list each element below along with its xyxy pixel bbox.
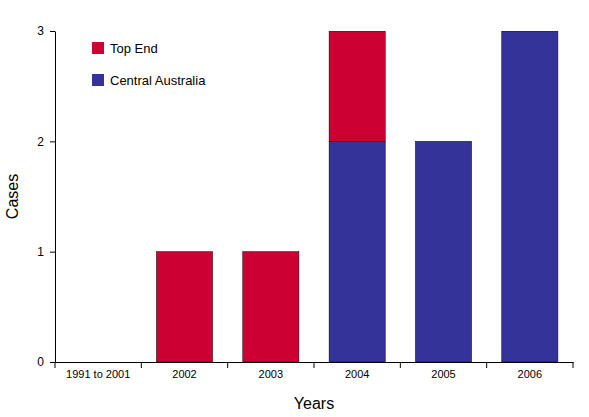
x-separator <box>573 362 574 368</box>
y-tick-label: 1 <box>37 245 44 259</box>
x-separator <box>486 362 487 368</box>
y-tick-label: 0 <box>37 355 44 369</box>
x-tick: 2004 <box>345 362 369 380</box>
x-tick: 2002 <box>172 362 196 380</box>
bar <box>70 362 126 363</box>
bar <box>70 362 126 363</box>
x-separator <box>141 362 142 368</box>
x-tick: 2005 <box>431 362 455 380</box>
y-axis: 0 1 2 3 <box>37 24 55 369</box>
y-tick-mark <box>50 252 55 253</box>
plot: 0 1 2 3 1991 to 2001 2002 2003 2004 2005 2006 <box>37 24 573 379</box>
legend-swatch <box>92 42 104 54</box>
bar <box>156 252 212 362</box>
y-axis-line <box>55 32 56 363</box>
bar <box>329 141 385 362</box>
legend-label: Top End <box>110 41 158 56</box>
y-tick-label: 2 <box>37 135 44 149</box>
x-tick-label: 2005 <box>431 368 455 380</box>
x-separator <box>55 362 56 368</box>
y-tick: 0 <box>37 355 55 369</box>
legend-item: Top End <box>92 41 158 56</box>
x-tick: 2003 <box>259 362 283 380</box>
legend-item: Central Australia <box>92 73 206 88</box>
legend-swatch <box>92 74 104 86</box>
y-tick-mark <box>50 141 55 142</box>
x-tick-label: 2004 <box>345 368 369 380</box>
x-tick-label: 2006 <box>518 368 542 380</box>
bar <box>502 31 558 362</box>
bar <box>329 31 385 141</box>
x-tick: 1991 to 2001 <box>66 362 130 380</box>
x-tick-label: 1991 to 2001 <box>66 368 130 380</box>
y-tick: 3 <box>37 24 55 38</box>
y-tick-mark <box>50 31 55 32</box>
legend-label: Central Australia <box>110 73 206 88</box>
bar <box>502 31 558 32</box>
chart: 0 1 2 3 1991 to 2001 2002 2003 2004 2005 2006 Year… <box>0 0 589 417</box>
y-tick: 1 <box>37 245 55 259</box>
x-separator <box>314 362 315 368</box>
x-separator <box>400 362 401 368</box>
bars <box>156 31 557 362</box>
y-tick: 2 <box>37 135 55 149</box>
x-tick-label: 2003 <box>259 368 283 380</box>
x-separator <box>227 362 228 368</box>
series-bars <box>329 31 558 362</box>
x-axis: 1991 to 2001 2002 2003 2004 2005 2006 <box>55 362 574 380</box>
x-separators <box>55 362 573 368</box>
y-axis-title: Cases <box>4 174 21 219</box>
bar <box>415 141 471 142</box>
x-tick: 2006 <box>518 362 542 380</box>
bar <box>243 252 299 362</box>
x-tick-label: 2002 <box>172 368 196 380</box>
bar <box>415 141 471 362</box>
y-tick-mark <box>50 362 55 363</box>
legend: Top End Central Australia <box>92 41 206 88</box>
y-tick-label: 3 <box>37 24 44 38</box>
x-axis-title: Years <box>294 395 334 412</box>
